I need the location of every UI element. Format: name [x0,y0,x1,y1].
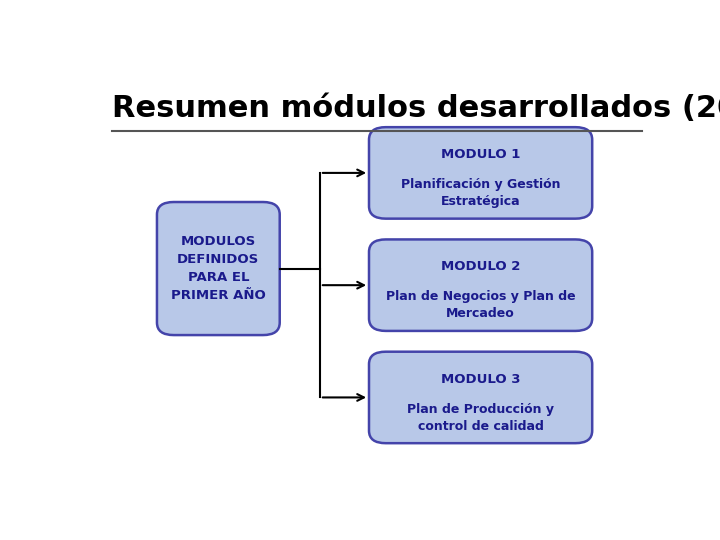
Text: MODULO 2: MODULO 2 [441,260,521,273]
Text: MODULOS
DEFINIDOS
PARA EL
PRIMER AÑO: MODULOS DEFINIDOS PARA EL PRIMER AÑO [171,235,266,302]
Text: Planificación y Gestión
Estratégica: Planificación y Gestión Estratégica [401,178,560,208]
Text: MODULO 1: MODULO 1 [441,148,521,161]
Text: Plan de Producción y
control de calidad: Plan de Producción y control de calidad [407,402,554,433]
Text: Resumen módulos desarrollados (2004): Resumen módulos desarrollados (2004) [112,94,720,123]
Text: MODULO 3: MODULO 3 [441,373,521,386]
FancyBboxPatch shape [369,352,593,443]
FancyBboxPatch shape [157,202,279,335]
FancyBboxPatch shape [369,239,593,331]
FancyBboxPatch shape [369,127,593,219]
Text: Plan de Negocios y Plan de
Mercadeo: Plan de Negocios y Plan de Mercadeo [386,291,575,320]
